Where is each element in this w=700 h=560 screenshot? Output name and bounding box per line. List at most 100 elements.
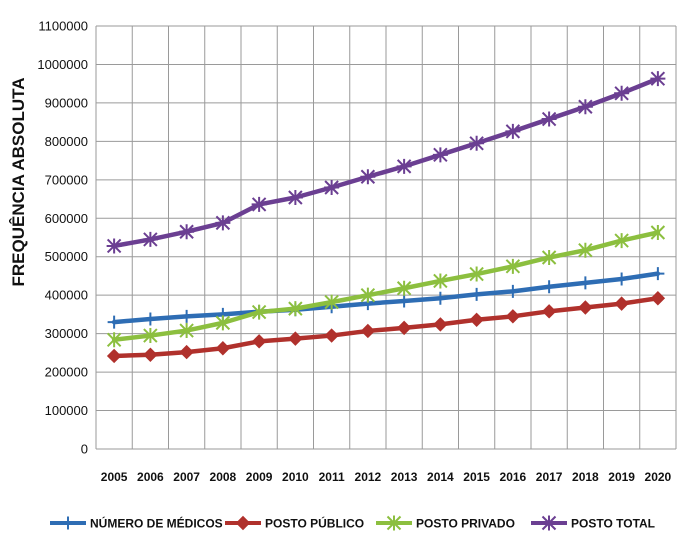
data-point bbox=[578, 242, 593, 258]
data-point bbox=[396, 158, 412, 174]
legend-item: POSTO TOTAL bbox=[531, 515, 655, 531]
data-point bbox=[106, 332, 122, 348]
y-tick-label: 800000 bbox=[45, 134, 88, 149]
data-point bbox=[506, 284, 520, 298]
data-point bbox=[106, 238, 122, 254]
data-point bbox=[360, 323, 376, 339]
y-tick-label: 500000 bbox=[45, 249, 88, 264]
series-line bbox=[111, 271, 661, 325]
series-group bbox=[106, 71, 666, 364]
series-line bbox=[111, 230, 661, 343]
data-point bbox=[324, 180, 340, 196]
series-2 bbox=[106, 291, 666, 364]
data-point bbox=[432, 147, 448, 163]
legend-label: POSTO PRIVADO bbox=[416, 517, 515, 531]
x-tick-label: 2010 bbox=[282, 470, 309, 484]
data-point bbox=[650, 225, 666, 241]
data-point bbox=[578, 276, 592, 290]
series-4 bbox=[106, 71, 666, 254]
x-tick-label: 2014 bbox=[427, 470, 454, 484]
x-tick-label: 2013 bbox=[391, 470, 418, 484]
data-point bbox=[469, 312, 484, 328]
data-point bbox=[287, 190, 303, 206]
data-point bbox=[541, 304, 557, 319]
x-tick-label: 2009 bbox=[246, 470, 273, 484]
series-line bbox=[111, 76, 661, 249]
x-tick-label: 2019 bbox=[608, 470, 635, 484]
x-tick-label: 2012 bbox=[355, 470, 382, 484]
data-point bbox=[541, 249, 557, 265]
x-tick-label: 2020 bbox=[645, 470, 672, 484]
data-point bbox=[578, 300, 593, 315]
data-point bbox=[251, 196, 267, 212]
legend-marker bbox=[61, 516, 75, 530]
data-point bbox=[505, 123, 521, 139]
data-point bbox=[215, 341, 231, 356]
data-point bbox=[505, 258, 521, 274]
y-tick-label: 600000 bbox=[45, 211, 88, 226]
data-point bbox=[288, 331, 303, 346]
data-point bbox=[651, 267, 665, 281]
legend-item: POSTO PÚBLICO bbox=[225, 516, 364, 531]
data-point bbox=[288, 301, 303, 317]
y-tick-label: 0 bbox=[81, 442, 88, 457]
y-tick-label: 300000 bbox=[45, 326, 88, 341]
data-point bbox=[433, 291, 447, 305]
x-tick-label: 2005 bbox=[101, 470, 128, 484]
x-tick-label: 2008 bbox=[210, 470, 237, 484]
data-point bbox=[397, 294, 411, 308]
legend-marker bbox=[541, 515, 557, 531]
data-point bbox=[179, 224, 195, 240]
data-point bbox=[433, 273, 448, 289]
data-point bbox=[107, 315, 121, 329]
y-tick-label: 1100000 bbox=[38, 19, 88, 34]
data-point bbox=[360, 287, 376, 303]
data-point bbox=[324, 294, 339, 310]
x-tick-label: 2007 bbox=[173, 470, 200, 484]
data-point bbox=[650, 71, 666, 87]
y-tick-label: 700000 bbox=[45, 172, 88, 187]
data-point bbox=[614, 233, 629, 249]
data-point bbox=[215, 315, 231, 331]
x-tick-label: 2016 bbox=[500, 470, 527, 484]
legend-marker bbox=[235, 515, 251, 531]
data-point bbox=[469, 266, 484, 282]
data-point bbox=[179, 344, 194, 360]
data-point bbox=[650, 291, 666, 306]
data-point bbox=[180, 309, 194, 323]
data-point bbox=[179, 323, 194, 339]
legend-item: NÚMERO DE MÉDICOS bbox=[50, 516, 223, 531]
legend-item: POSTO PRIVADO bbox=[376, 515, 515, 531]
data-point bbox=[143, 312, 157, 326]
x-tick-label: 2015 bbox=[463, 470, 490, 484]
legend-marker bbox=[386, 515, 402, 531]
x-tick-label: 2018 bbox=[572, 470, 599, 484]
data-point bbox=[106, 348, 122, 364]
data-point bbox=[615, 272, 629, 286]
data-point bbox=[324, 328, 339, 343]
data-point bbox=[470, 287, 484, 301]
data-point bbox=[433, 317, 448, 332]
legend-label: NÚMERO DE MÉDICOS bbox=[90, 516, 223, 531]
y-tick-label: 1000000 bbox=[37, 57, 88, 72]
x-axis: 2005 2006 2007 2008 2009 2010 2011 2012 2013 2014… bbox=[101, 470, 672, 484]
data-point bbox=[542, 280, 556, 294]
data-point bbox=[251, 304, 267, 320]
x-tick-label: 2011 bbox=[319, 470, 345, 484]
data-point bbox=[142, 231, 158, 247]
y-tick-label: 400000 bbox=[45, 288, 88, 303]
y-axis-label: FREQUÊNCIA ABSOLUTA bbox=[9, 77, 28, 286]
data-point bbox=[396, 320, 412, 336]
data-point bbox=[541, 111, 557, 127]
legend-label: POSTO PÚBLICO bbox=[265, 516, 364, 531]
data-point bbox=[396, 280, 412, 296]
data-point bbox=[614, 296, 629, 311]
legend: NÚMERO DE MÉDICOS POSTO PÚBLICO POSTO PRIV… bbox=[50, 515, 655, 531]
series-3 bbox=[106, 225, 666, 348]
y-tick-label: 900000 bbox=[45, 95, 88, 110]
y-tick-label: 100000 bbox=[45, 403, 88, 418]
series-line bbox=[111, 296, 661, 359]
data-point bbox=[505, 309, 521, 324]
x-tick-label: 2017 bbox=[536, 470, 563, 484]
